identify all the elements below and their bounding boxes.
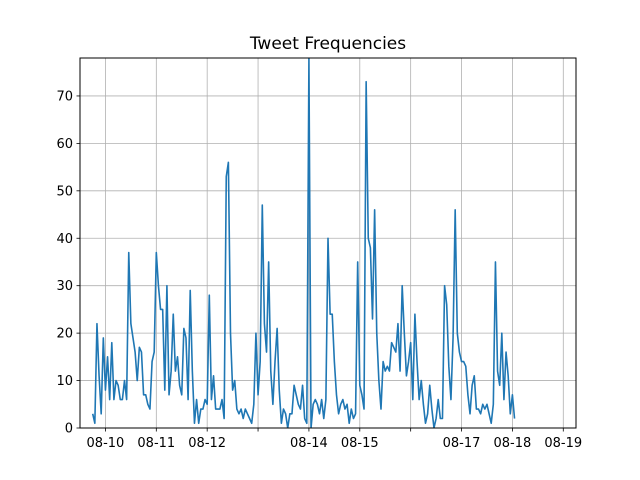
- series-group: [91, 58, 516, 428]
- y-axis: 0 10 20 30 40 50 60 70: [56, 89, 80, 437]
- x-axis: 08-10 08-11 08-12 08-14 08-15 08-17 08-18 08-19: [87, 428, 582, 451]
- y-tick-label: 70: [56, 89, 73, 104]
- x-tick-label: 08-11: [137, 436, 175, 451]
- x-tick-label: 08-18: [494, 436, 532, 451]
- series-line: [91, 58, 516, 428]
- y-tick-label: 30: [56, 279, 73, 294]
- x-tick-label: 08-12: [188, 436, 226, 451]
- y-tick-label: 50: [56, 184, 73, 199]
- chart-title: Tweet Frequencies: [249, 34, 406, 54]
- x-tick-label: 08-10: [87, 436, 125, 451]
- x-tick-label: 08-17: [443, 436, 481, 451]
- y-tick-label: 10: [56, 374, 73, 389]
- y-tick-label: 60: [56, 137, 73, 152]
- plot-frame: [79, 57, 577, 429]
- y-tick-label: 40: [56, 232, 73, 247]
- y-tick-label: 20: [56, 327, 73, 342]
- y-tick-label: 0: [65, 422, 73, 437]
- x-tick-label: 08-19: [544, 436, 582, 451]
- x-tick-label: 08-15: [341, 436, 379, 451]
- x-tick-label: 08-14: [290, 436, 328, 451]
